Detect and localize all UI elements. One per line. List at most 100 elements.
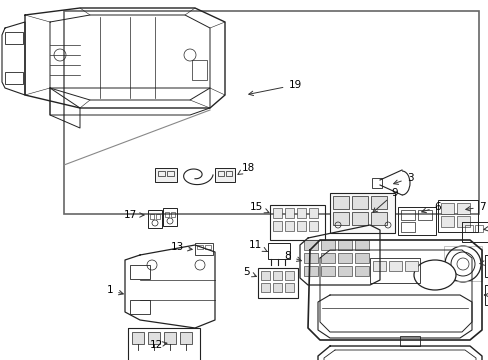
Bar (332, 196, 348, 209)
Bar (215, 168, 235, 182)
Bar (63, 11, 478, 214)
Text: 16: 16 (0, 359, 1, 360)
Bar (400, 210, 414, 220)
Bar (155, 168, 177, 182)
Bar (272, 208, 282, 218)
Bar (404, 261, 417, 271)
Bar (5, 32, 23, 44)
Text: 12: 12 (149, 340, 166, 350)
Bar (225, 171, 231, 176)
Bar (204, 245, 210, 249)
Bar (304, 266, 317, 276)
Bar (329, 193, 394, 233)
Bar (261, 283, 269, 292)
Bar (399, 336, 419, 346)
Bar (164, 212, 169, 217)
Bar (296, 208, 305, 218)
Text: 10: 10 (479, 257, 488, 267)
Bar (440, 203, 453, 214)
Text: 3: 3 (393, 173, 412, 184)
Bar (320, 253, 334, 263)
Bar (443, 246, 481, 281)
Bar (332, 212, 348, 225)
Bar (370, 196, 386, 209)
Text: 14: 14 (484, 290, 488, 300)
Text: 8: 8 (284, 251, 301, 261)
Bar (5, 72, 23, 84)
Bar (258, 268, 297, 298)
Bar (197, 245, 203, 249)
Bar (158, 171, 164, 176)
Bar (354, 266, 368, 276)
Bar (132, 332, 143, 344)
Bar (417, 210, 431, 220)
Bar (354, 253, 368, 263)
Bar (320, 240, 334, 250)
Text: 6: 6 (421, 202, 440, 213)
Text: 11: 11 (248, 240, 266, 252)
Bar (218, 171, 224, 176)
Ellipse shape (413, 260, 455, 290)
Bar (372, 261, 385, 271)
Bar (456, 216, 469, 227)
Bar (272, 271, 282, 280)
Bar (163, 208, 177, 226)
Bar (195, 243, 213, 255)
Bar (163, 332, 176, 344)
Bar (369, 258, 419, 283)
Bar (461, 222, 488, 242)
Bar (337, 253, 351, 263)
Bar (456, 203, 469, 214)
Bar (296, 221, 305, 231)
Text: 2: 2 (483, 223, 488, 233)
Bar (285, 221, 293, 231)
Bar (484, 285, 488, 305)
Text: 1: 1 (106, 285, 123, 295)
Bar (130, 300, 150, 314)
Text: 15: 15 (249, 202, 268, 213)
Text: 9: 9 (372, 188, 398, 212)
Bar (351, 212, 367, 225)
Bar (351, 196, 367, 209)
Bar (320, 266, 334, 276)
Bar (388, 261, 401, 271)
Bar (437, 200, 477, 232)
Text: 17: 17 (123, 210, 144, 220)
Bar (156, 214, 160, 219)
Bar (148, 332, 160, 344)
Bar (128, 328, 200, 360)
Bar (285, 271, 293, 280)
Bar (304, 240, 317, 250)
Text: 7: 7 (465, 202, 484, 212)
Bar (150, 214, 154, 219)
Bar (304, 253, 317, 263)
Bar (308, 221, 317, 231)
Bar (272, 283, 282, 292)
Text: 13: 13 (170, 242, 192, 252)
Bar (397, 207, 435, 235)
Bar (192, 60, 206, 80)
Bar (337, 240, 351, 250)
Bar (464, 225, 472, 232)
Bar (167, 171, 174, 176)
Bar (285, 283, 293, 292)
Bar (440, 216, 453, 227)
Bar (267, 243, 289, 259)
Bar (308, 208, 317, 218)
Bar (484, 255, 488, 277)
Text: 18: 18 (238, 163, 254, 175)
Bar (171, 212, 175, 217)
Bar (261, 271, 269, 280)
Text: 4: 4 (0, 359, 1, 360)
Bar (337, 266, 351, 276)
Bar (269, 205, 325, 240)
Bar (285, 208, 293, 218)
Text: 19: 19 (248, 80, 301, 95)
Bar (272, 221, 282, 231)
Bar (148, 210, 162, 228)
Text: 5: 5 (242, 267, 256, 277)
Bar (354, 240, 368, 250)
Bar (130, 265, 150, 279)
Bar (370, 212, 386, 225)
Bar (180, 332, 192, 344)
